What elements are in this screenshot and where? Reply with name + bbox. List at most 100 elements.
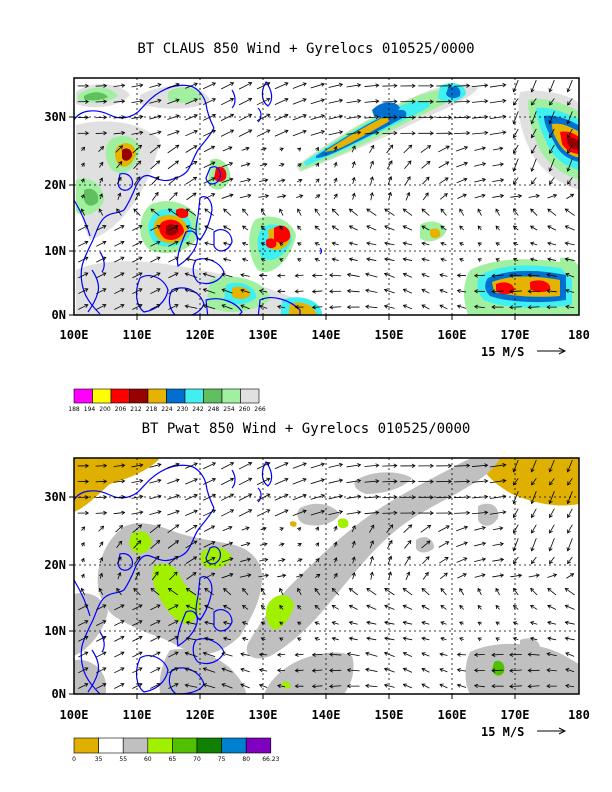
wind-vector xyxy=(314,637,320,641)
wind-vector-head xyxy=(502,510,507,515)
wind-vector xyxy=(238,462,252,470)
wind-vector xyxy=(185,525,198,533)
wind-vector-head xyxy=(294,273,299,278)
wind-vector xyxy=(349,588,358,596)
wind-vector-head xyxy=(384,588,389,592)
wind-vector xyxy=(292,494,307,501)
wind-vector-head xyxy=(102,667,107,672)
wind-vector xyxy=(259,669,268,672)
wind-vector-head xyxy=(302,98,307,103)
wind-vector-head xyxy=(136,176,141,181)
wind-vector-head xyxy=(366,257,371,262)
wind-vector xyxy=(513,538,519,551)
wind-vector xyxy=(421,605,430,610)
wind-vector xyxy=(133,208,141,216)
wind-vector xyxy=(98,162,104,168)
wind-vector xyxy=(203,494,216,501)
wind-vector-head xyxy=(133,208,138,213)
wind-vector xyxy=(513,508,519,518)
lon-label: 120E xyxy=(186,328,215,342)
wind-vector xyxy=(531,128,537,138)
wind-vector-head xyxy=(302,462,307,467)
wind-vector xyxy=(546,653,557,657)
wind-vector-head xyxy=(448,479,453,484)
wind-vector-head xyxy=(242,208,247,213)
wind-vector xyxy=(240,179,251,183)
wind-vector xyxy=(168,588,179,596)
wind-vector xyxy=(471,116,488,119)
wind-vector-head xyxy=(279,604,284,609)
wind-vector xyxy=(346,495,361,499)
wind-vector-head xyxy=(204,636,209,641)
wind-vector xyxy=(150,651,161,658)
wind-vector xyxy=(567,79,573,92)
wind-vector xyxy=(96,636,107,642)
wind-vector xyxy=(149,83,161,88)
wind-vector-head xyxy=(185,241,190,246)
wind-vector-head xyxy=(100,145,105,151)
wind-vector-head xyxy=(174,683,179,687)
wind-vector-head xyxy=(85,463,90,468)
wind-vector-head xyxy=(246,541,251,547)
wind-vector xyxy=(279,588,284,596)
wind-vector-head xyxy=(229,557,234,562)
wind-vector-head xyxy=(495,208,500,213)
wind-vector xyxy=(528,195,540,198)
wind-vector xyxy=(134,556,141,565)
wind-vector-head xyxy=(484,83,489,88)
wind-vector-head xyxy=(375,130,380,136)
wind-vector xyxy=(240,683,250,689)
wind-vector xyxy=(528,574,540,578)
wind-vector-head xyxy=(102,683,107,687)
wind-vector-head xyxy=(119,524,124,530)
wind-vector xyxy=(151,555,160,565)
wind-vector xyxy=(456,526,468,532)
wind-vector-head xyxy=(156,160,161,165)
wind-vector-head xyxy=(481,177,487,183)
wind-vector xyxy=(221,194,234,199)
wind-vector xyxy=(565,273,575,278)
wind-vector xyxy=(242,637,249,641)
wind-vector-head xyxy=(258,652,263,657)
wind-vector-head xyxy=(384,636,389,641)
wind-vector xyxy=(168,667,179,674)
wind-vector xyxy=(489,131,506,135)
wind-vector-head xyxy=(279,587,283,593)
wind-vector-head xyxy=(424,571,429,577)
wind-vector-head xyxy=(157,114,162,119)
wind-vector-head xyxy=(357,114,362,119)
wind-vector xyxy=(365,685,378,688)
wind-vector xyxy=(134,572,140,580)
wind-vector-head xyxy=(570,193,575,198)
wind-vector xyxy=(567,177,573,185)
wind-vector-head xyxy=(211,556,216,561)
wind-vector-head xyxy=(387,191,393,196)
wind-vector-head xyxy=(366,636,371,641)
wind-vector-head xyxy=(302,82,307,87)
wind-vector-head xyxy=(156,144,161,149)
wind-vector-head xyxy=(84,272,89,277)
wind-vector xyxy=(131,480,143,484)
wind-vector-head xyxy=(463,525,469,530)
wind-vector-head xyxy=(103,83,108,88)
wind-vector xyxy=(474,163,486,167)
wind-vector-head xyxy=(246,162,251,167)
wind-vector xyxy=(292,478,307,485)
wind-vector xyxy=(132,304,143,310)
wind-vector-head xyxy=(173,571,178,576)
wind-vector-head xyxy=(138,240,143,245)
wind-vector-head xyxy=(155,555,160,560)
wind-vector-head xyxy=(531,180,535,185)
wind-vector xyxy=(456,146,468,152)
wind-vector-head xyxy=(311,305,316,310)
wind-vector xyxy=(332,621,339,625)
wind-vector-head xyxy=(402,208,407,213)
wind-vector xyxy=(369,145,375,154)
wind-vector xyxy=(312,306,323,308)
wind-vector xyxy=(150,683,161,689)
wind-vector-head xyxy=(211,161,216,166)
wind-vector xyxy=(220,493,234,501)
wind-vector-head xyxy=(375,83,380,88)
wind-vector-head xyxy=(84,604,89,609)
wind-vector xyxy=(513,556,519,564)
